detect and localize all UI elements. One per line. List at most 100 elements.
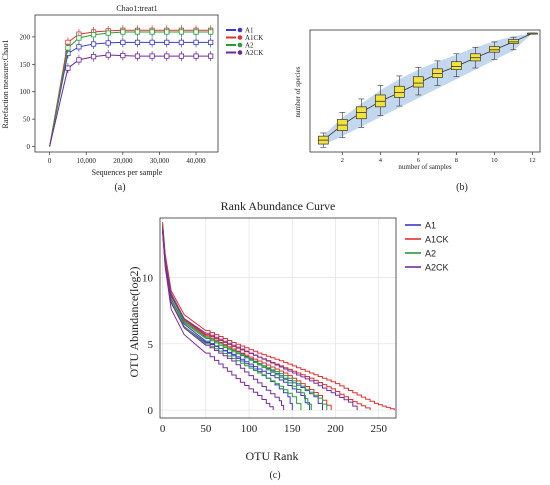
chart-a-legend-marker xyxy=(237,42,243,48)
chart-a-point xyxy=(193,53,199,59)
chart-a-point xyxy=(178,53,184,59)
chart-b-y-axis-label: number of species xyxy=(294,66,302,117)
chart-a-point xyxy=(90,54,97,60)
chart-b-x-tick-label: 12 xyxy=(529,157,536,164)
chart-c-x-tick-label: 100 xyxy=(241,423,258,435)
chart-a-point xyxy=(178,39,184,46)
chart-a-point xyxy=(134,39,141,46)
chart-a-point xyxy=(105,40,111,46)
chart-c-x-tick-label: 50 xyxy=(200,423,212,435)
chart-c-series-line xyxy=(162,224,371,411)
chart-b-box xyxy=(374,85,386,116)
chart-c-x-tick-label: 150 xyxy=(284,423,301,435)
chart-c-series-line xyxy=(162,227,358,411)
chart-c-series-line xyxy=(162,231,274,411)
chart-c-y-tick-label: 10 xyxy=(142,273,154,285)
chart-c-legend-label: A2 xyxy=(425,249,436,259)
chart-a-point xyxy=(149,39,155,46)
chart-b-x-tick-label: 8 xyxy=(455,157,458,164)
chart-b-box-body xyxy=(451,61,462,70)
chart-a-point xyxy=(149,53,155,59)
chart-a-legend-label: A1 xyxy=(245,27,254,35)
chao1-rarefaction-chart: Chao1:treat1 0 10,000 20,000 30,000 40,000 0 5… xyxy=(1,4,263,193)
chart-a-point xyxy=(105,30,111,36)
chart-a-point xyxy=(178,29,184,35)
chart-b-box xyxy=(355,98,367,128)
chart-c-legend-label: A2CK xyxy=(425,263,449,273)
chart-a-y-tick-label: 150 xyxy=(20,61,31,69)
chart-a-point xyxy=(120,29,126,35)
chart-a-title: Chao1:treat1 xyxy=(116,4,157,13)
chart-b-box-body xyxy=(393,85,405,98)
chart-a-x-tick-label: 40,000 xyxy=(186,157,206,165)
chart-a-point xyxy=(90,32,97,38)
chart-a-legend-label: A1CK xyxy=(245,34,263,42)
chart-a-point xyxy=(65,65,71,71)
chart-a-series-line xyxy=(49,41,211,147)
chart-a-point xyxy=(90,41,97,47)
chart-b-box xyxy=(470,47,481,69)
chart-c-legend: A1 A1CK A2 A2CK xyxy=(405,221,449,273)
chart-a-point xyxy=(149,29,155,35)
chart-b-x-tick-label: 2 xyxy=(341,157,344,164)
chart-a-point xyxy=(164,53,170,59)
chart-a-point xyxy=(120,39,126,46)
chart-b-x-axis-label: number of samples xyxy=(398,163,452,171)
chart-c-x-tick-label: 200 xyxy=(327,423,344,435)
chart-c-series-line xyxy=(162,225,332,411)
chart-a-legend-marker xyxy=(237,27,243,33)
chart-a-point xyxy=(208,53,214,59)
chart-a-point xyxy=(105,52,111,58)
chart-c-frame xyxy=(159,217,397,419)
chart-c-y-tick-label: 0 xyxy=(148,405,154,417)
chart-a-series-line xyxy=(49,54,211,147)
chart-c-series-line xyxy=(162,225,312,411)
chart-b-box xyxy=(432,60,443,86)
chart-a-y-tick-label: 200 xyxy=(20,33,31,41)
chart-c-plot-area xyxy=(162,221,395,411)
chart-a-y-tick-label: 100 xyxy=(20,88,31,96)
chart-c-series-line xyxy=(162,228,328,411)
chart-a-legend-marker xyxy=(237,50,243,55)
chart-b-plot-area xyxy=(317,32,538,148)
chart-c-series-line xyxy=(162,229,285,411)
chart-c-y-axis-label: OTU Abundance(log2) xyxy=(127,267,141,378)
chart-a-point xyxy=(134,53,141,59)
chart-a-series-line xyxy=(49,31,211,147)
chart-a-y-tick-label: 0 xyxy=(27,143,31,151)
chart-a-point xyxy=(208,39,214,46)
chart-c-x-axis-label: OTU Rank xyxy=(246,449,299,463)
panel-label-c: (c) xyxy=(269,470,280,481)
chart-b-box-body xyxy=(412,76,424,88)
chart-a-legend-label: A2CK xyxy=(245,49,263,57)
chart-a-series-line xyxy=(49,29,211,147)
species-accumulation-chart: 2 4 6 8 10 12 number of samples number of spe… xyxy=(294,29,541,193)
chart-b-x-tick-label: 6 xyxy=(417,157,421,164)
chart-b-box xyxy=(336,112,348,139)
chart-b-x-tick-label: 10 xyxy=(491,157,498,164)
chart-a-point xyxy=(76,44,82,50)
chart-a-x-tick-label: 20,000 xyxy=(113,157,133,165)
chart-b-box xyxy=(489,41,500,60)
chart-a-point xyxy=(134,29,141,35)
chart-b-box xyxy=(508,36,519,51)
chart-b-x-tick-label: 4 xyxy=(379,157,383,164)
chart-b-box xyxy=(393,75,405,107)
chart-a-point xyxy=(76,57,82,63)
chart-c-axes: 0 50 100 150 200 250 0 5 10 xyxy=(142,218,396,435)
chart-b-box xyxy=(412,66,424,96)
chart-c-series-line xyxy=(162,221,395,411)
chart-a-x-tick-label: 30,000 xyxy=(150,157,170,165)
chart-c-x-tick-label: 250 xyxy=(370,423,387,435)
chart-a-legend-label: A2 xyxy=(245,42,254,50)
chart-c-title: Rank Abundance Curve xyxy=(221,199,336,213)
chart-a-point xyxy=(65,45,71,51)
panel-label-b: (b) xyxy=(456,182,468,193)
chart-a-axes: 0 10,000 20,000 30,000 40,000 0 50 100 150 200 xyxy=(20,33,207,165)
chart-c-x-tick-label: 0 xyxy=(160,423,166,435)
chart-a-point xyxy=(208,29,214,35)
chart-a-y-tick-label: 50 xyxy=(23,116,31,124)
chart-a-point xyxy=(193,39,199,46)
chart-c-y-tick-label: 5 xyxy=(148,339,154,351)
